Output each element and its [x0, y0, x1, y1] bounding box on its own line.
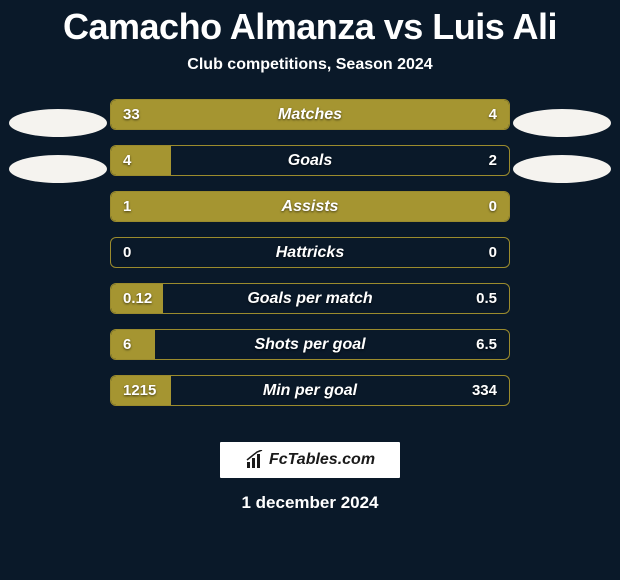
comparison-title: Camacho Almanza vs Luis Ali [0, 0, 620, 48]
stat-bar-row: 1215 334Min per goal [110, 375, 510, 406]
stat-bar-row: 6 6.5Shots per goal [110, 329, 510, 360]
stat-bar-row: 33 4Matches [110, 99, 510, 130]
stat-label: Shots per goal [111, 330, 509, 359]
stat-label: Matches [111, 100, 509, 129]
stat-left-value: 33 [123, 100, 140, 129]
stat-label: Goals per match [111, 284, 509, 313]
stat-left-value: 1215 [123, 376, 156, 405]
stat-left-value: 4 [123, 146, 131, 175]
left-team-logos [8, 109, 108, 199]
stat-right-value: 2 [489, 146, 497, 175]
stat-label: Goals [111, 146, 509, 175]
stat-right-value: 0 [489, 192, 497, 221]
comparison-content: 334Matches42Goals10Assists00Hattricks0.1… [0, 99, 620, 419]
chart-icon [245, 450, 265, 470]
stat-left-value: 0 [123, 238, 131, 267]
team-logo-placeholder [513, 155, 611, 183]
stat-right-value: 0.5 [476, 284, 497, 313]
team-logo-placeholder [513, 109, 611, 137]
stat-left-value: 0.12 [123, 284, 152, 313]
snapshot-date: 1 december 2024 [0, 493, 620, 513]
brand-badge: FcTables.com [219, 441, 401, 479]
stat-label: Assists [111, 192, 509, 221]
stat-bar-row: 4 2Goals [110, 145, 510, 176]
right-team-logos [512, 109, 612, 199]
stat-bar-row: 0 0Hattricks [110, 237, 510, 268]
brand-text: FcTables.com [269, 451, 375, 469]
stat-right-value: 0 [489, 238, 497, 267]
stat-bar-row: 1 0Assists [110, 191, 510, 222]
comparison-subtitle: Club competitions, Season 2024 [0, 56, 620, 74]
stat-left-value: 6 [123, 330, 131, 359]
stat-right-value: 6.5 [476, 330, 497, 359]
team-logo-placeholder [9, 155, 107, 183]
stat-right-value: 334 [472, 376, 497, 405]
team-logo-placeholder [9, 109, 107, 137]
stat-label: Min per goal [111, 376, 509, 405]
stat-label: Hattricks [111, 238, 509, 267]
stat-right-value: 4 [489, 100, 497, 129]
stat-bar-row: 0.12 0.5Goals per match [110, 283, 510, 314]
stat-bars-container: 334Matches42Goals10Assists00Hattricks0.1… [110, 99, 510, 406]
stat-left-value: 1 [123, 192, 131, 221]
